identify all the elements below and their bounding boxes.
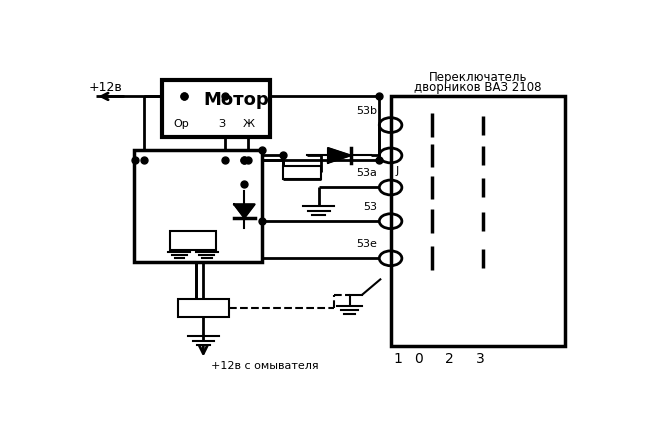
Bar bbox=[170, 231, 216, 250]
Text: 0: 0 bbox=[414, 353, 423, 367]
Bar bbox=[134, 150, 262, 261]
Text: 53е: 53е bbox=[356, 239, 377, 249]
Bar bbox=[162, 80, 270, 137]
Text: 2: 2 bbox=[446, 353, 454, 367]
Text: +12в: +12в bbox=[89, 81, 122, 95]
Text: 53b: 53b bbox=[355, 106, 377, 116]
Text: 53: 53 bbox=[363, 202, 377, 212]
Bar bbox=[177, 299, 229, 317]
Text: Ж: Ж bbox=[242, 119, 254, 129]
Bar bbox=[391, 96, 565, 346]
Text: 1: 1 bbox=[394, 353, 402, 367]
Text: З: З bbox=[218, 119, 225, 129]
Text: J: J bbox=[396, 166, 399, 176]
Text: +12в с омывателя: +12в с омывателя bbox=[211, 361, 318, 371]
Text: Ор: Ор bbox=[174, 119, 189, 129]
Text: дворников ВАЗ 2108: дворников ВАЗ 2108 bbox=[414, 81, 542, 95]
Text: 53a: 53a bbox=[356, 168, 377, 178]
Text: Мотор: Мотор bbox=[203, 91, 269, 109]
Text: Переключатель: Переключатель bbox=[428, 71, 527, 85]
Polygon shape bbox=[234, 204, 255, 218]
Bar bbox=[283, 166, 321, 179]
Text: 3: 3 bbox=[476, 353, 485, 367]
Polygon shape bbox=[328, 148, 351, 163]
